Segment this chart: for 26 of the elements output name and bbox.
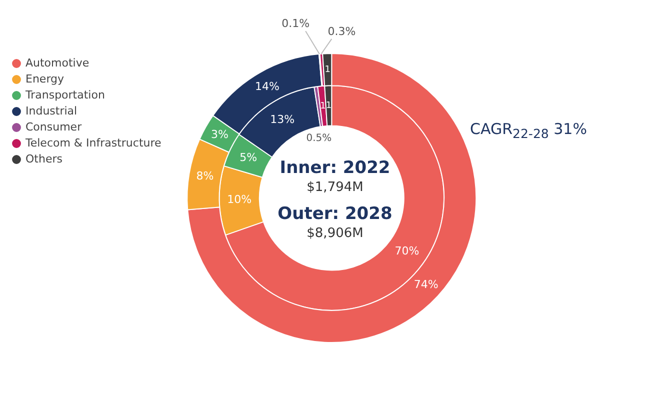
legend-label: Industrial <box>26 104 78 118</box>
text: $8,906M <box>306 226 364 241</box>
data-label: 1 <box>324 64 330 75</box>
data-label: 74% <box>414 278 438 291</box>
legend-label: Transportation <box>24 88 105 102</box>
legend-label: Energy <box>26 72 64 86</box>
text: $1,794M <box>306 180 364 195</box>
data-label: 10% <box>227 193 252 206</box>
text: Outer: 2028 <box>276 204 394 224</box>
legend-label: Others <box>26 152 63 166</box>
data-label: 13% <box>270 112 295 126</box>
legend-label: Telecom & Infrastructure <box>24 136 162 150</box>
data-label: 0.5% <box>306 132 332 144</box>
text: CAGR$_{22-28}$ 31% <box>470 120 587 141</box>
legend-label: Consumer <box>26 120 82 134</box>
data-label: 70% <box>394 244 420 258</box>
data-label: 5% <box>240 151 258 164</box>
legend-label: Automotive <box>26 56 90 70</box>
data-label: 14% <box>254 80 280 93</box>
data-label: 1 <box>320 101 326 112</box>
data-label: 8% <box>196 169 214 182</box>
text: Inner: 2022 <box>278 158 392 178</box>
data-label: 0.3% <box>328 24 356 38</box>
data-label: 3% <box>211 128 228 141</box>
data-label: 1 <box>326 101 332 112</box>
data-label: 0.1% <box>282 16 310 30</box>
